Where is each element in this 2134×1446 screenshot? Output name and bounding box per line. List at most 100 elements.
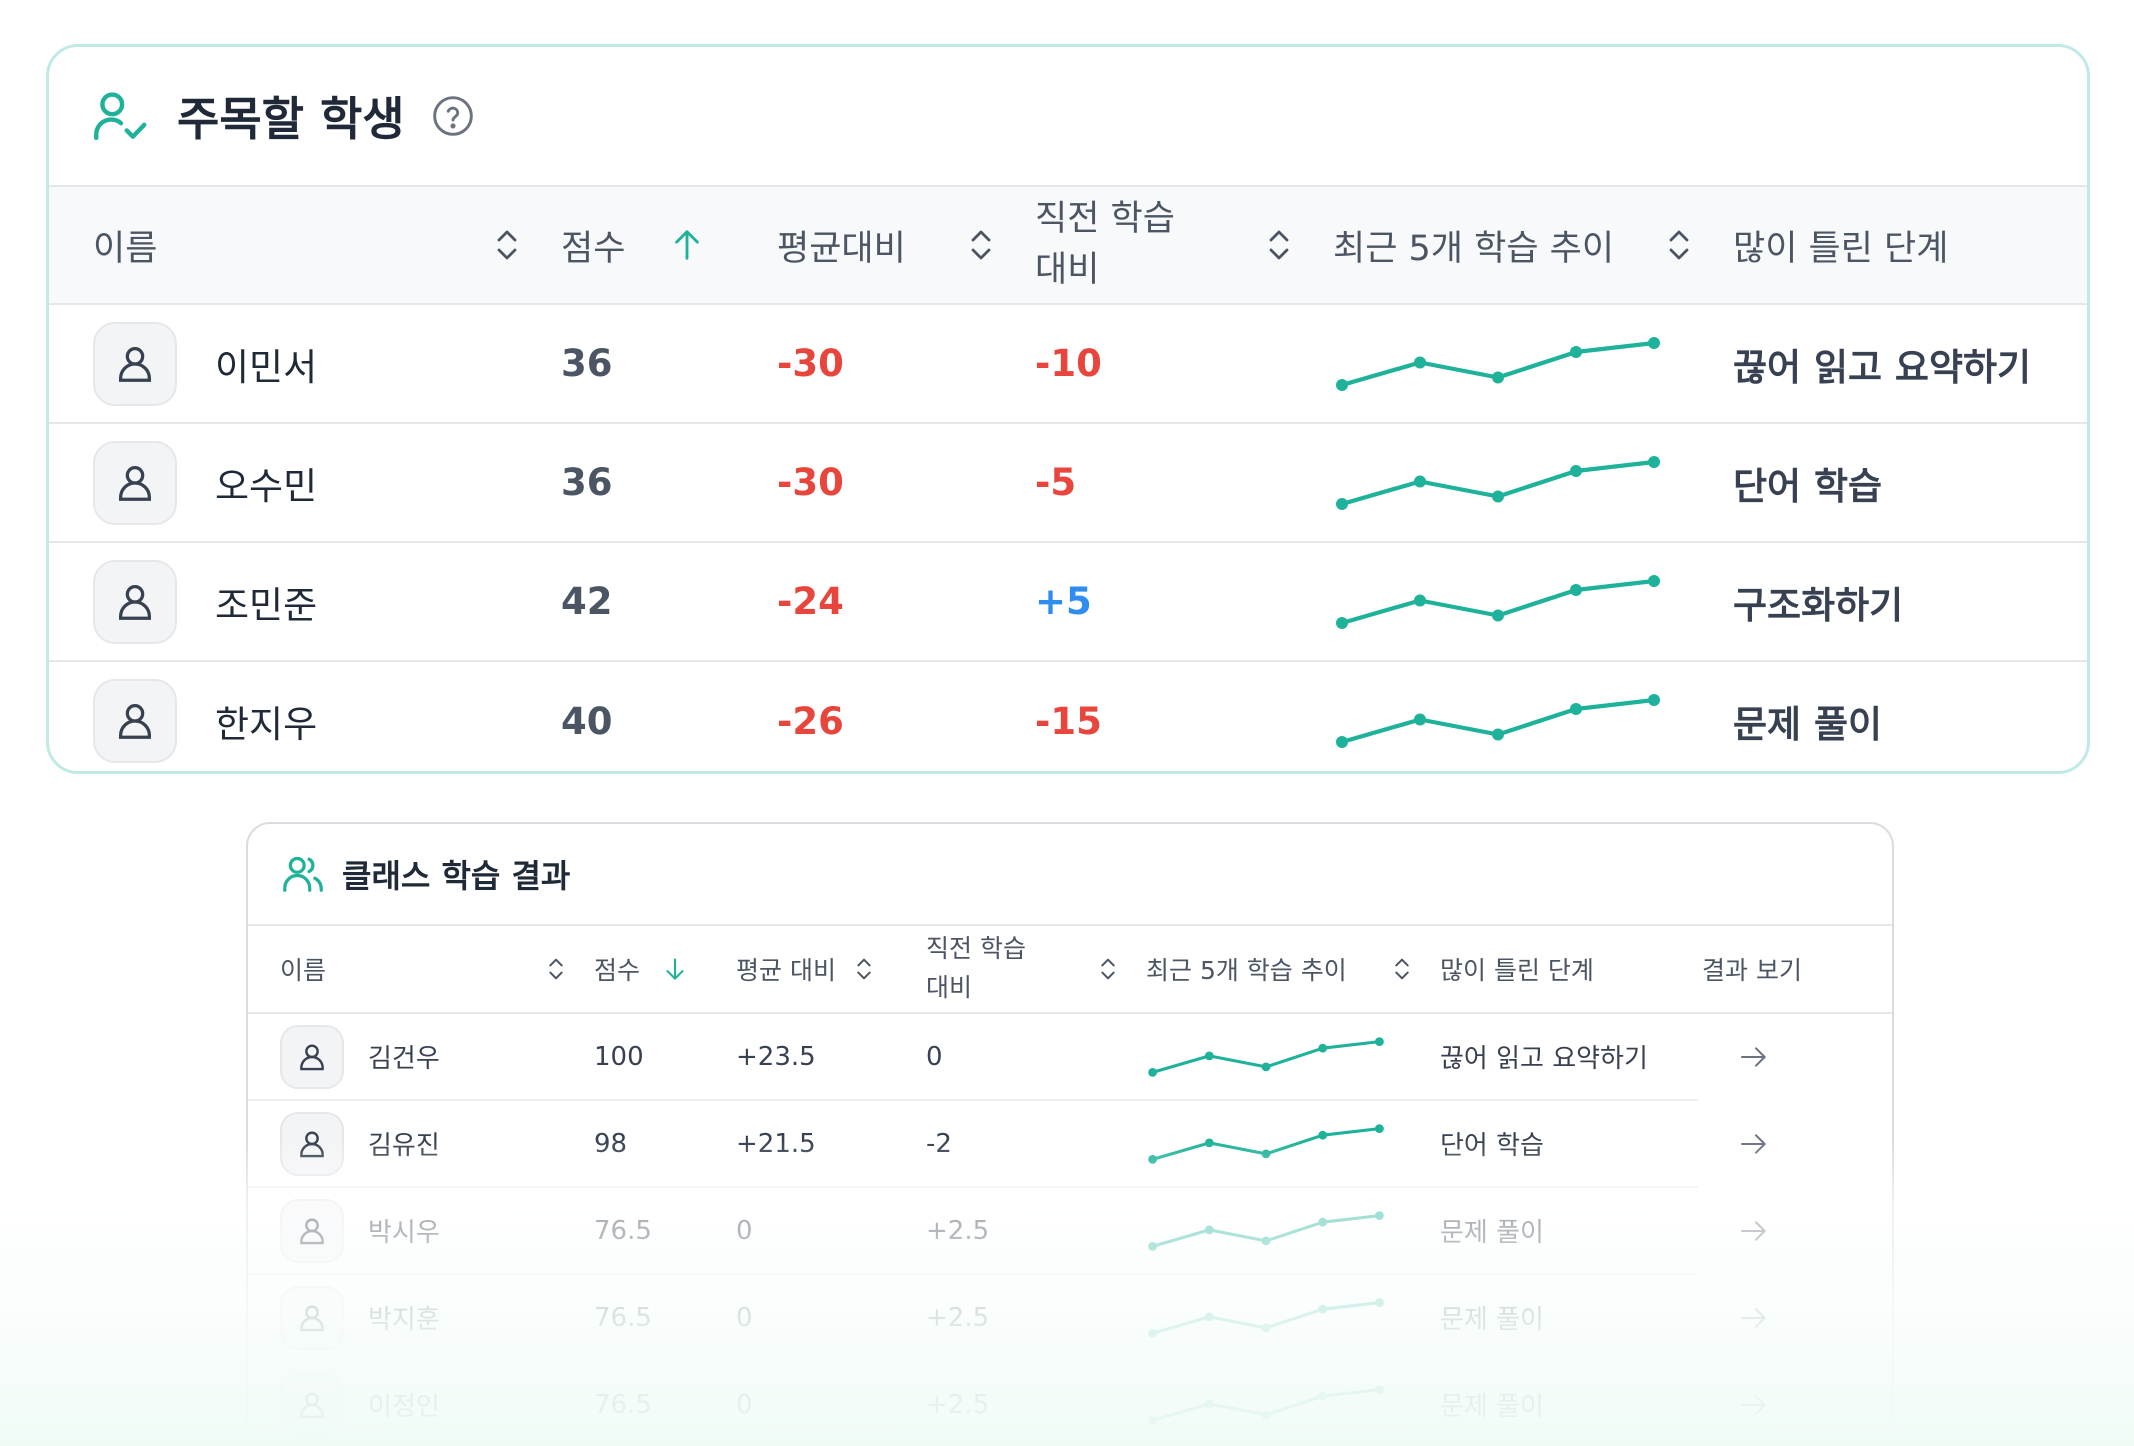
sparkline-point xyxy=(1570,345,1582,358)
vs-prev-value: 0 xyxy=(926,1013,1146,1101)
sparkline-point xyxy=(1261,1062,1271,1071)
sort-icon[interactable] xyxy=(546,956,566,982)
vs-prev-value: +2.5 xyxy=(926,1187,1146,1275)
arrow-right-icon[interactable] xyxy=(1738,1128,1770,1160)
sparkline-point xyxy=(1261,1149,1271,1158)
sort-icon[interactable] xyxy=(1665,227,1693,263)
sparkline-point xyxy=(1570,703,1582,715)
col-weak-step-label: 많이 틀린 단계 xyxy=(1733,228,1949,269)
score-value: 100 xyxy=(594,1013,736,1101)
vs-avg-value: -30 xyxy=(777,461,844,504)
sparkline-point xyxy=(1648,694,1660,706)
watch-card-title: 주목할 학생 xyxy=(177,92,405,146)
user-icon xyxy=(300,1130,324,1157)
sparkline-point xyxy=(1492,609,1504,621)
sparkline-point xyxy=(1204,1225,1214,1234)
table-row[interactable]: 이정인 76.5 0 +2.5 문제 풀이 xyxy=(248,1361,1892,1446)
arrow-up-icon[interactable] xyxy=(671,228,703,262)
vs-avg-value: 0 xyxy=(736,1274,926,1362)
col-vs-prev-header[interactable]: 직전 학습 대비 xyxy=(926,925,1146,1013)
trend-sparkline xyxy=(1336,336,1660,391)
user-icon xyxy=(300,1304,324,1331)
arrow-right-icon[interactable] xyxy=(1738,1215,1770,1247)
user-icon xyxy=(300,1391,324,1418)
user-icon xyxy=(118,704,152,739)
sparkline-point xyxy=(1336,616,1348,629)
col-vs-prev-label: 직전 학습 대비 xyxy=(926,934,1026,1002)
vs-prev-value: +5 xyxy=(1035,580,1092,623)
col-trend-header[interactable]: 최근 5개 학습 추이 xyxy=(1333,186,1733,304)
sort-icon[interactable] xyxy=(493,227,521,263)
student-name: 오수민 xyxy=(215,464,318,508)
student-name: 김유진 xyxy=(368,1131,440,1161)
sparkline-point xyxy=(1148,1154,1157,1164)
vs-prev-value: +2.5 xyxy=(926,1361,1146,1446)
col-vs-prev-header[interactable]: 직전 학습 대비 xyxy=(1035,186,1333,304)
arrow-right-icon[interactable] xyxy=(1738,1389,1770,1421)
sparkline-point xyxy=(1261,1410,1271,1419)
score-value: 40 xyxy=(561,699,613,743)
avatar xyxy=(93,679,177,763)
vs-avg-value: -24 xyxy=(777,580,844,623)
table-header-row: 이름 점수 평균 대비 xyxy=(248,925,1892,1013)
avatar xyxy=(93,321,177,406)
weak-step-value: 단어 학습 xyxy=(1440,1100,1698,1188)
table-row[interactable]: 김건우 100 +23.5 0 끊어 읽고 요약하기 xyxy=(248,1013,1892,1101)
col-vs-avg-header[interactable]: 평균대비 xyxy=(777,186,1035,304)
trend-sparkline xyxy=(1336,574,1660,629)
sparkline-point xyxy=(1204,1399,1214,1408)
col-view-header: 결과 보기 xyxy=(1698,925,1892,1013)
sparkline-point xyxy=(1648,574,1660,587)
class-card-title: 클래스 학습 결과 xyxy=(342,857,571,895)
table-row[interactable]: 김유진 98 +21.5 -2 단어 학습 xyxy=(248,1100,1892,1188)
sparkline-point xyxy=(1148,1067,1157,1077)
class-card-header: 클래스 학습 결과 xyxy=(248,824,1892,924)
question-circle-icon[interactable] xyxy=(431,94,475,138)
col-trend-header[interactable]: 최근 5개 학습 추이 xyxy=(1146,925,1440,1013)
col-name-header[interactable]: 이름 xyxy=(49,186,561,304)
sparkline-point xyxy=(1336,497,1348,510)
arrow-right-icon[interactable] xyxy=(1738,1041,1770,1073)
sort-icon[interactable] xyxy=(1265,227,1293,263)
col-vs-avg-label: 평균대비 xyxy=(777,228,906,269)
sort-icon[interactable] xyxy=(967,227,995,263)
table-row[interactable]: 조민준 42 -24 +5 구조화하기 xyxy=(49,542,2087,661)
user-icon xyxy=(300,1043,324,1070)
table-row[interactable]: 한지우 40 -26 -15 문제 풀이 xyxy=(49,661,2087,771)
student-name: 김건우 xyxy=(368,1044,440,1074)
sparkline-point xyxy=(1570,583,1582,596)
col-score-label: 점수 xyxy=(561,228,626,269)
vs-prev-value: -2 xyxy=(926,1100,1146,1188)
avatar xyxy=(280,1285,344,1350)
table-row[interactable]: 이민서 36 -30 -10 끊어 읽고 요약하기 xyxy=(49,304,2087,423)
col-score-header[interactable]: 점수 xyxy=(561,186,777,304)
trend-sparkline xyxy=(1336,455,1660,510)
vs-avg-value: 0 xyxy=(736,1187,926,1275)
table-row[interactable]: 오수민 36 -30 -5 단어 학습 xyxy=(49,423,2087,542)
sparkline-point xyxy=(1148,1241,1157,1251)
vs-avg-value: 0 xyxy=(736,1361,926,1446)
col-name-header[interactable]: 이름 xyxy=(248,925,594,1013)
user-icon xyxy=(118,346,152,382)
col-weak-step-header: 많이 틀린 단계 xyxy=(1440,925,1698,1013)
col-trend-label: 최근 5개 학습 추이 xyxy=(1333,228,1615,269)
vs-avg-value: +21.5 xyxy=(736,1100,926,1188)
avatar xyxy=(280,1024,344,1089)
col-vs-avg-header[interactable]: 평균 대비 xyxy=(736,925,926,1013)
col-score-header[interactable]: 점수 xyxy=(594,925,736,1013)
sparkline-point xyxy=(1648,455,1660,468)
sparkline-point xyxy=(1148,1415,1157,1425)
sort-icon[interactable] xyxy=(854,956,874,982)
trend-sparkline xyxy=(1336,694,1660,748)
class-results-table: 이름 점수 평균 대비 xyxy=(248,924,1892,1446)
sparkline-point xyxy=(1492,490,1504,502)
sort-icon[interactable] xyxy=(1392,956,1412,982)
trend-sparkline xyxy=(1148,1297,1384,1338)
table-row[interactable]: 박시우 76.5 0 +2.5 문제 풀이 xyxy=(248,1187,1892,1275)
watch-card-header: 주목할 학생 xyxy=(49,47,2087,185)
sort-icon[interactable] xyxy=(1098,956,1118,982)
arrow-right-icon[interactable] xyxy=(1738,1302,1770,1334)
table-row[interactable]: 박지훈 76.5 0 +2.5 문제 풀이 xyxy=(248,1274,1892,1362)
arrow-down-icon[interactable] xyxy=(664,956,686,982)
